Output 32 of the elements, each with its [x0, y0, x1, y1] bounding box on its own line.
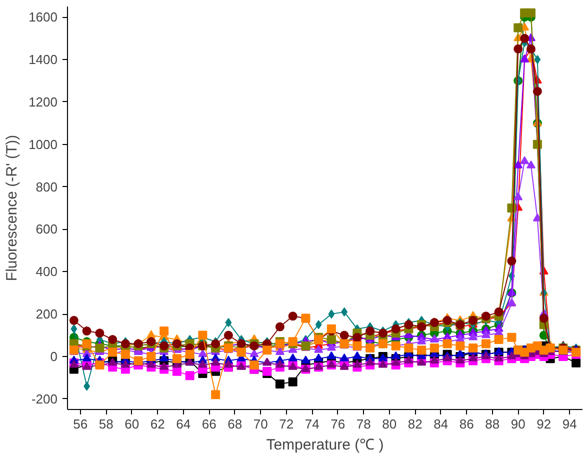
x-tick-label: 60 [124, 416, 140, 432]
x-tick-label: 56 [73, 416, 88, 432]
y-axis-title: Fluorescence (-R' (T)) [4, 134, 21, 282]
x-tick-label: 84 [434, 416, 448, 432]
x-tick-label: 74 [304, 416, 320, 432]
x-tick-label: 80 [382, 416, 397, 432]
y-tick-label: -200 [31, 391, 58, 406]
x-tick-label: 86 [459, 416, 474, 432]
y-tick-label: 1600 [28, 10, 58, 25]
y-tick-label: 600 [36, 222, 58, 237]
x-tick-label: 88 [485, 416, 500, 432]
y-tick-label: 800 [36, 179, 58, 194]
x-tick-label: 92 [536, 416, 552, 432]
x-tick-label: 68 [228, 416, 242, 432]
y-tick-label: 1200 [28, 94, 58, 110]
y-tick-label: 400 [36, 264, 58, 280]
y-tick-label: 200 [36, 306, 58, 322]
x-tick-label: 78 [356, 416, 371, 432]
y-tick-label: 0 [50, 348, 58, 364]
x-tick-label: 58 [98, 416, 114, 432]
x-axis-title: Temperature (℃ ) [266, 436, 384, 454]
y-tick-label: 1400 [28, 52, 58, 68]
x-tick-label: 66 [202, 416, 216, 432]
x-tick-label: 62 [150, 416, 165, 432]
y-tick-label: 1000 [28, 136, 58, 152]
x-tick-label: 94 [562, 416, 577, 432]
x-tick-label: 72 [279, 416, 294, 432]
x-tick-label: 70 [253, 416, 268, 432]
x-tick-label: 90 [510, 416, 526, 432]
x-tick-label: 64 [176, 416, 191, 432]
x-tick-label: 82 [408, 416, 422, 432]
x-tick-label: 76 [330, 416, 346, 432]
